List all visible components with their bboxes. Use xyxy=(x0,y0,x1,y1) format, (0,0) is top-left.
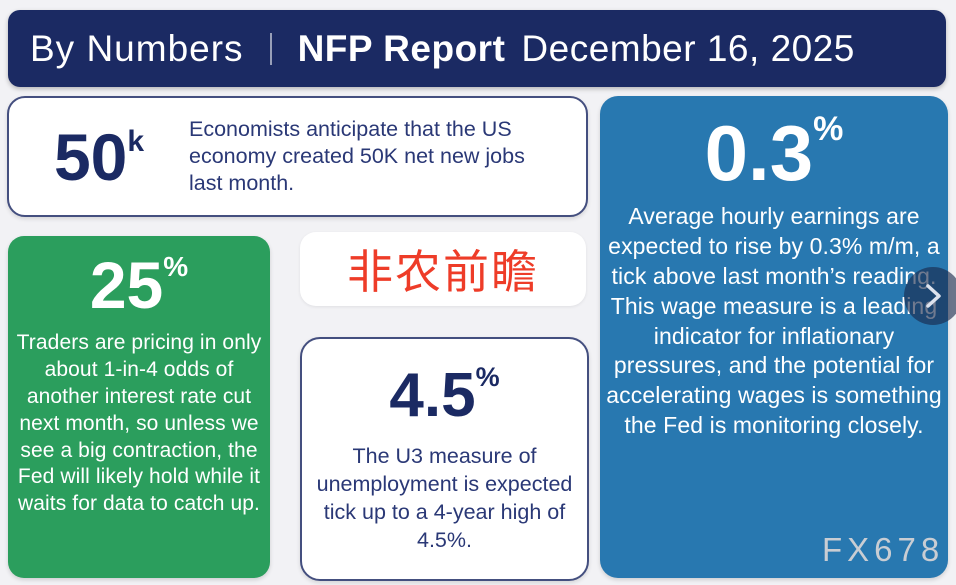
unemployment-card: 4.5% The U3 measure of unemployment is e… xyxy=(300,337,589,581)
earnings-value-wrap: 0.3% xyxy=(600,109,948,197)
nfp-preview-label: 非农前瞻 xyxy=(347,246,539,298)
earnings-description: Average hourly earnings are expected to … xyxy=(606,203,942,439)
jobs-description: Economists anticipate that the US econom… xyxy=(189,116,525,196)
unemployment-value-wrap: 4.5% xyxy=(302,361,587,430)
nfp-preview-label-box: 非农前瞻 xyxy=(300,232,586,306)
header-report-date: December 16, 2025 xyxy=(521,27,855,69)
header-bar: By Numbers NFP Report December 16, 2025 xyxy=(8,10,946,87)
rate-cut-value-wrap: 25% xyxy=(8,248,270,322)
rate-cut-card: 25% Traders are pricing in only about 1-… xyxy=(8,236,270,578)
earnings-value: 0.3 xyxy=(704,109,814,197)
chevron-right-icon xyxy=(922,280,944,312)
jobs-value-wrap: 50k xyxy=(9,124,189,190)
unemployment-value: 4.5 xyxy=(389,361,476,430)
rate-cut-description: Traders are pricing in only about 1-in-4… xyxy=(16,331,262,516)
jobs-value: 50 xyxy=(53,119,128,194)
header-section-label: By Numbers xyxy=(30,27,244,69)
earnings-card: 0.3% Average hourly earnings are expecte… xyxy=(600,96,948,578)
jobs-value-unit: k xyxy=(127,125,145,159)
header-divider xyxy=(269,32,272,65)
carousel-next-button[interactable] xyxy=(904,267,956,325)
header-report-title: NFP Report xyxy=(297,27,506,69)
unemployment-description: The U3 measure of unemployment is expect… xyxy=(316,444,573,552)
earnings-unit: % xyxy=(813,109,844,148)
rate-cut-unit: % xyxy=(163,250,189,282)
rate-cut-value: 25 xyxy=(89,248,164,322)
unemployment-unit: % xyxy=(475,361,500,392)
jobs-card: 50k Economists anticipate that the US ec… xyxy=(7,96,588,217)
fx678-watermark: FX678 xyxy=(822,531,945,568)
